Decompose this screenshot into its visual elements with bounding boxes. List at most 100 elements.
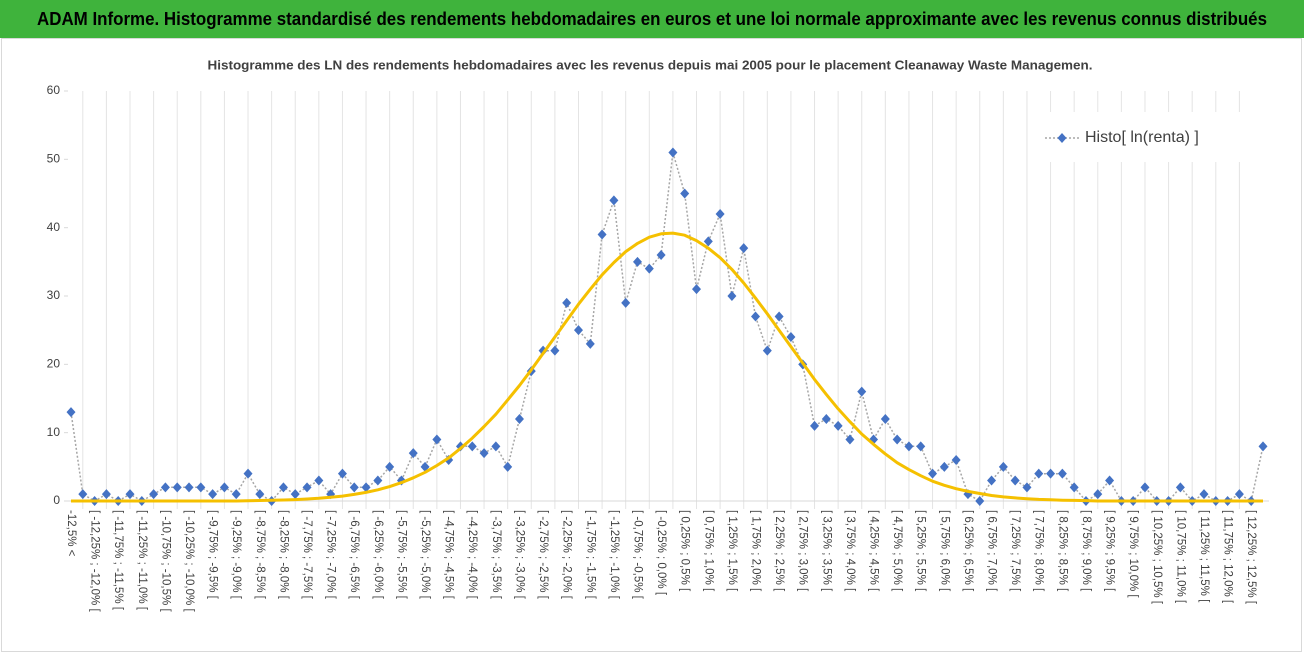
y-tick-label: 40 bbox=[47, 220, 61, 234]
data-point bbox=[857, 386, 867, 397]
header-bar bbox=[0, 0, 1304, 38]
histogram-line bbox=[70, 151, 1264, 502]
data-point bbox=[1022, 482, 1032, 493]
x-tick-label: [ 2,25% ; 2,5% [ bbox=[773, 510, 785, 592]
x-tick-label: [ 11,25% ; 11,5% [ bbox=[1198, 510, 1210, 603]
x-tick-label: [ -7,75% ; -7,5% [ bbox=[301, 510, 313, 600]
data-point bbox=[727, 291, 737, 301]
x-tick-label: [ -9,75% ; -9,5% [ bbox=[207, 510, 219, 600]
chart-border bbox=[1, 38, 1302, 652]
x-tick-label: [ -6,75% ; -6,5% [ bbox=[348, 510, 360, 600]
x-tick-label: [ -0,25% ; 0,0% [ bbox=[655, 510, 667, 596]
x-tick-label: [ -4,75% ; -4,5% [ bbox=[443, 510, 455, 600]
data-point bbox=[880, 414, 890, 424]
data-point bbox=[1034, 468, 1044, 479]
data-point bbox=[243, 468, 253, 479]
data-point bbox=[609, 195, 619, 206]
data-point bbox=[833, 420, 843, 431]
data-point bbox=[1175, 482, 1185, 493]
x-tick-label: [ 0,25% ; 0,5% [ bbox=[679, 510, 691, 592]
x-tick-label: [ -3,75% ; -3,5% [ bbox=[490, 510, 502, 600]
data-point bbox=[585, 338, 595, 349]
data-point bbox=[621, 297, 631, 308]
data-point bbox=[939, 461, 949, 472]
data-point bbox=[349, 482, 359, 493]
data-point bbox=[337, 468, 347, 479]
x-tick-label: [ 7,75% ; 8,0% [ bbox=[1033, 510, 1045, 592]
data-point bbox=[975, 496, 985, 506]
data-point bbox=[491, 441, 501, 452]
data-point bbox=[160, 482, 170, 493]
data-point bbox=[928, 468, 938, 479]
x-tick-label: [ 5,25% ; 5,5% [ bbox=[915, 510, 927, 592]
x-tick-label: [ 3,75% ; 4,0% [ bbox=[844, 510, 856, 592]
data-point bbox=[951, 455, 961, 465]
data-point bbox=[78, 489, 88, 500]
x-tick-label: [ 9,25% ; 9,5% [ bbox=[1104, 510, 1116, 592]
x-tick-label: [ -0,75% ; -0,5% [ bbox=[631, 510, 643, 600]
data-point bbox=[196, 482, 206, 493]
data-point bbox=[821, 414, 831, 424]
y-tick-label: 20 bbox=[47, 357, 61, 371]
data-point bbox=[998, 461, 1008, 472]
data-point bbox=[562, 297, 572, 308]
x-tick-label: [ 10,25% ; 10,5% [ bbox=[1151, 510, 1163, 605]
data-point bbox=[432, 434, 442, 445]
data-point bbox=[290, 489, 300, 500]
x-tick-label: [ -8,75% ; -8,5% [ bbox=[254, 510, 266, 600]
y-tick-label: 0 bbox=[53, 493, 60, 507]
x-tick-label: [ 0,75% ; 1,0% [ bbox=[702, 510, 714, 592]
data-point bbox=[692, 284, 702, 295]
data-point bbox=[302, 482, 312, 493]
data-point bbox=[184, 482, 194, 493]
y-tick-label: 10 bbox=[47, 425, 61, 439]
data-point bbox=[278, 482, 288, 493]
data-point bbox=[479, 448, 489, 459]
x-tick-label: [ -8,25% ; -8,0% [ bbox=[277, 510, 289, 600]
data-point bbox=[1093, 489, 1103, 500]
data-point bbox=[172, 482, 182, 493]
data-point bbox=[845, 434, 855, 445]
x-tick-label: [ -9,25% ; -9,0% [ bbox=[230, 510, 242, 600]
data-point bbox=[1258, 441, 1268, 452]
data-point bbox=[892, 434, 902, 445]
x-tick-label: [ 3,25% ; 3,5% [ bbox=[820, 510, 832, 592]
x-tick-label: [ -11,25% ; -11,0% [ bbox=[136, 510, 148, 611]
data-point bbox=[361, 482, 371, 493]
data-point bbox=[408, 448, 418, 459]
x-tick-label: [ 11,75% ; 12,0% [ bbox=[1222, 510, 1234, 604]
data-point bbox=[751, 311, 761, 322]
x-tick-label: [ -2,25% ; -2,0% [ bbox=[561, 510, 573, 600]
x-tick-label: [ 4,75% ; 5,0% [ bbox=[891, 510, 903, 592]
data-point bbox=[1140, 482, 1150, 493]
x-tick-label: [ 6,25% ; 6,5% [ bbox=[962, 510, 974, 592]
x-tick-label: [ -5,75% ; -5,5% [ bbox=[395, 510, 407, 600]
x-tick-label: [ -10,25% ; -10,0% [ bbox=[183, 510, 195, 612]
x-tick-label: [ 2,75% ; 3,0% [ bbox=[797, 510, 809, 592]
x-tick-label: [ -1,75% ; -1,5% [ bbox=[584, 510, 596, 600]
chart-title: Histogramme des LN des rendements hebdom… bbox=[208, 57, 1093, 72]
normal-curve bbox=[71, 231, 1263, 503]
data-point bbox=[314, 475, 324, 486]
y-tick-label: 60 bbox=[47, 83, 61, 97]
data-point bbox=[1069, 482, 1079, 493]
data-point bbox=[703, 236, 713, 247]
x-tick-label: [ 1,25% ; 1,5% [ bbox=[726, 510, 738, 592]
data-point bbox=[1046, 468, 1056, 479]
x-tick-label: [ 8,25% ; 8,5% [ bbox=[1056, 510, 1068, 592]
x-tick-label: [ 4,25% ; 4,5% [ bbox=[868, 510, 880, 592]
x-tick-label: [ 7,25% ; 7,5% [ bbox=[1009, 510, 1021, 592]
data-point bbox=[762, 345, 772, 356]
data-point bbox=[503, 461, 513, 472]
x-tick-label: -12,5% < bbox=[65, 510, 77, 557]
x-tick-label: [ -11,75% ; -11,5% [ bbox=[112, 510, 124, 611]
data-point bbox=[668, 147, 678, 158]
data-point bbox=[101, 489, 111, 500]
data-point bbox=[1010, 475, 1020, 486]
data-point bbox=[231, 489, 241, 500]
legend-marker bbox=[1057, 133, 1067, 143]
data-point bbox=[1199, 489, 1209, 500]
x-tick-label: [ -6,25% ; -6,0% [ bbox=[372, 510, 384, 600]
data-point bbox=[573, 325, 583, 336]
